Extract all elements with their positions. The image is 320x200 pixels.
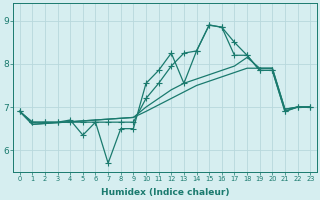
X-axis label: Humidex (Indice chaleur): Humidex (Indice chaleur) bbox=[101, 188, 229, 197]
